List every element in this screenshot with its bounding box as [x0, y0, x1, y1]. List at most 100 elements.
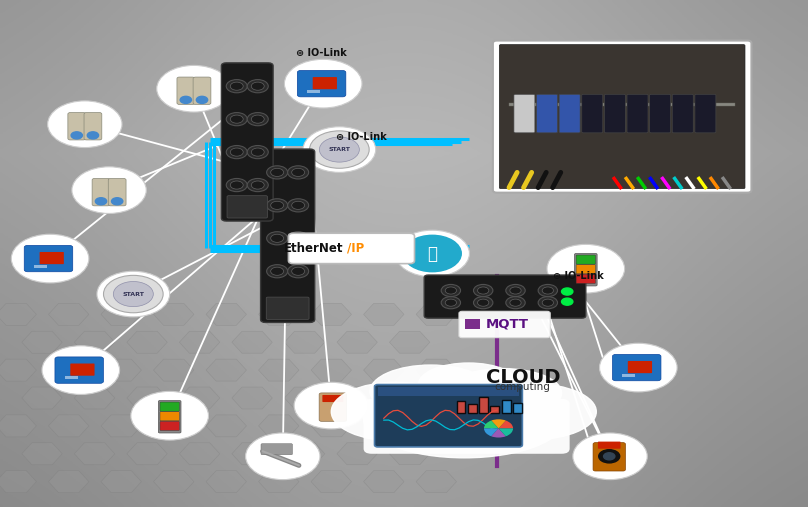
Circle shape	[226, 113, 247, 126]
Circle shape	[276, 303, 287, 310]
Circle shape	[271, 168, 284, 176]
FancyBboxPatch shape	[650, 94, 671, 133]
FancyBboxPatch shape	[260, 149, 314, 322]
Circle shape	[542, 299, 553, 306]
FancyBboxPatch shape	[628, 361, 652, 373]
Circle shape	[562, 288, 573, 295]
Circle shape	[294, 382, 368, 429]
Circle shape	[506, 297, 525, 309]
Ellipse shape	[419, 363, 519, 406]
Circle shape	[478, 299, 489, 306]
Circle shape	[309, 131, 369, 168]
Circle shape	[403, 235, 461, 272]
Circle shape	[473, 297, 493, 309]
Circle shape	[599, 450, 620, 463]
FancyBboxPatch shape	[374, 384, 522, 447]
FancyBboxPatch shape	[377, 386, 519, 395]
FancyBboxPatch shape	[612, 354, 661, 381]
Circle shape	[271, 201, 284, 209]
Circle shape	[247, 146, 268, 159]
Circle shape	[235, 202, 246, 209]
Circle shape	[113, 281, 154, 307]
FancyBboxPatch shape	[424, 275, 586, 318]
Circle shape	[226, 178, 247, 192]
Circle shape	[71, 132, 82, 139]
Circle shape	[267, 265, 288, 278]
Circle shape	[97, 271, 170, 317]
Circle shape	[288, 199, 309, 212]
FancyBboxPatch shape	[499, 45, 745, 189]
FancyBboxPatch shape	[582, 94, 603, 133]
Circle shape	[230, 82, 243, 90]
Text: EtherNet: EtherNet	[284, 242, 343, 255]
Ellipse shape	[470, 384, 596, 440]
Circle shape	[319, 137, 360, 162]
Text: CLOUD: CLOUD	[486, 368, 560, 387]
FancyBboxPatch shape	[574, 254, 597, 286]
FancyBboxPatch shape	[297, 70, 346, 97]
FancyBboxPatch shape	[514, 94, 535, 133]
Circle shape	[284, 59, 362, 108]
FancyBboxPatch shape	[65, 376, 78, 379]
Circle shape	[11, 234, 89, 283]
Circle shape	[248, 202, 259, 209]
Text: /IP: /IP	[347, 242, 364, 255]
Text: ⊛ IO-Link: ⊛ IO-Link	[296, 48, 347, 58]
Circle shape	[573, 433, 647, 480]
FancyBboxPatch shape	[160, 402, 179, 411]
Circle shape	[157, 65, 231, 112]
Wedge shape	[491, 428, 506, 438]
FancyBboxPatch shape	[177, 77, 195, 104]
Circle shape	[112, 198, 123, 205]
Wedge shape	[499, 428, 513, 437]
Circle shape	[506, 284, 525, 297]
Circle shape	[95, 198, 107, 205]
FancyBboxPatch shape	[598, 442, 621, 449]
FancyBboxPatch shape	[576, 265, 595, 274]
Circle shape	[288, 232, 309, 245]
Circle shape	[600, 343, 677, 392]
FancyBboxPatch shape	[364, 399, 570, 454]
FancyBboxPatch shape	[695, 94, 716, 133]
FancyBboxPatch shape	[576, 255, 595, 264]
Text: ⊛ IO-Link: ⊛ IO-Link	[336, 132, 387, 142]
Text: computing: computing	[494, 382, 551, 392]
Circle shape	[247, 113, 268, 126]
FancyBboxPatch shape	[319, 393, 347, 421]
Circle shape	[103, 275, 163, 313]
FancyBboxPatch shape	[108, 178, 126, 206]
FancyBboxPatch shape	[40, 252, 64, 264]
Circle shape	[538, 284, 558, 297]
Circle shape	[547, 244, 625, 293]
FancyBboxPatch shape	[221, 63, 273, 221]
Circle shape	[445, 299, 457, 306]
Circle shape	[226, 146, 247, 159]
FancyBboxPatch shape	[509, 103, 735, 106]
Circle shape	[247, 178, 268, 192]
FancyBboxPatch shape	[513, 403, 522, 413]
Circle shape	[180, 96, 191, 103]
Circle shape	[562, 298, 573, 305]
Circle shape	[395, 230, 469, 277]
Circle shape	[247, 80, 268, 93]
Circle shape	[445, 287, 457, 294]
Ellipse shape	[370, 365, 491, 418]
FancyBboxPatch shape	[55, 357, 103, 383]
FancyBboxPatch shape	[627, 94, 648, 133]
FancyBboxPatch shape	[468, 404, 477, 413]
Circle shape	[226, 80, 247, 93]
FancyBboxPatch shape	[24, 245, 73, 272]
Circle shape	[72, 167, 146, 213]
FancyBboxPatch shape	[559, 94, 580, 133]
Circle shape	[441, 297, 461, 309]
Text: MQTT: MQTT	[486, 318, 529, 331]
FancyBboxPatch shape	[34, 265, 47, 268]
Text: START: START	[122, 292, 145, 297]
Circle shape	[510, 287, 521, 294]
Text: ⊛ IO-Link: ⊛ IO-Link	[553, 271, 604, 281]
Circle shape	[288, 303, 300, 310]
Circle shape	[251, 148, 264, 156]
FancyBboxPatch shape	[322, 395, 343, 402]
Circle shape	[87, 132, 99, 139]
FancyBboxPatch shape	[158, 401, 181, 433]
